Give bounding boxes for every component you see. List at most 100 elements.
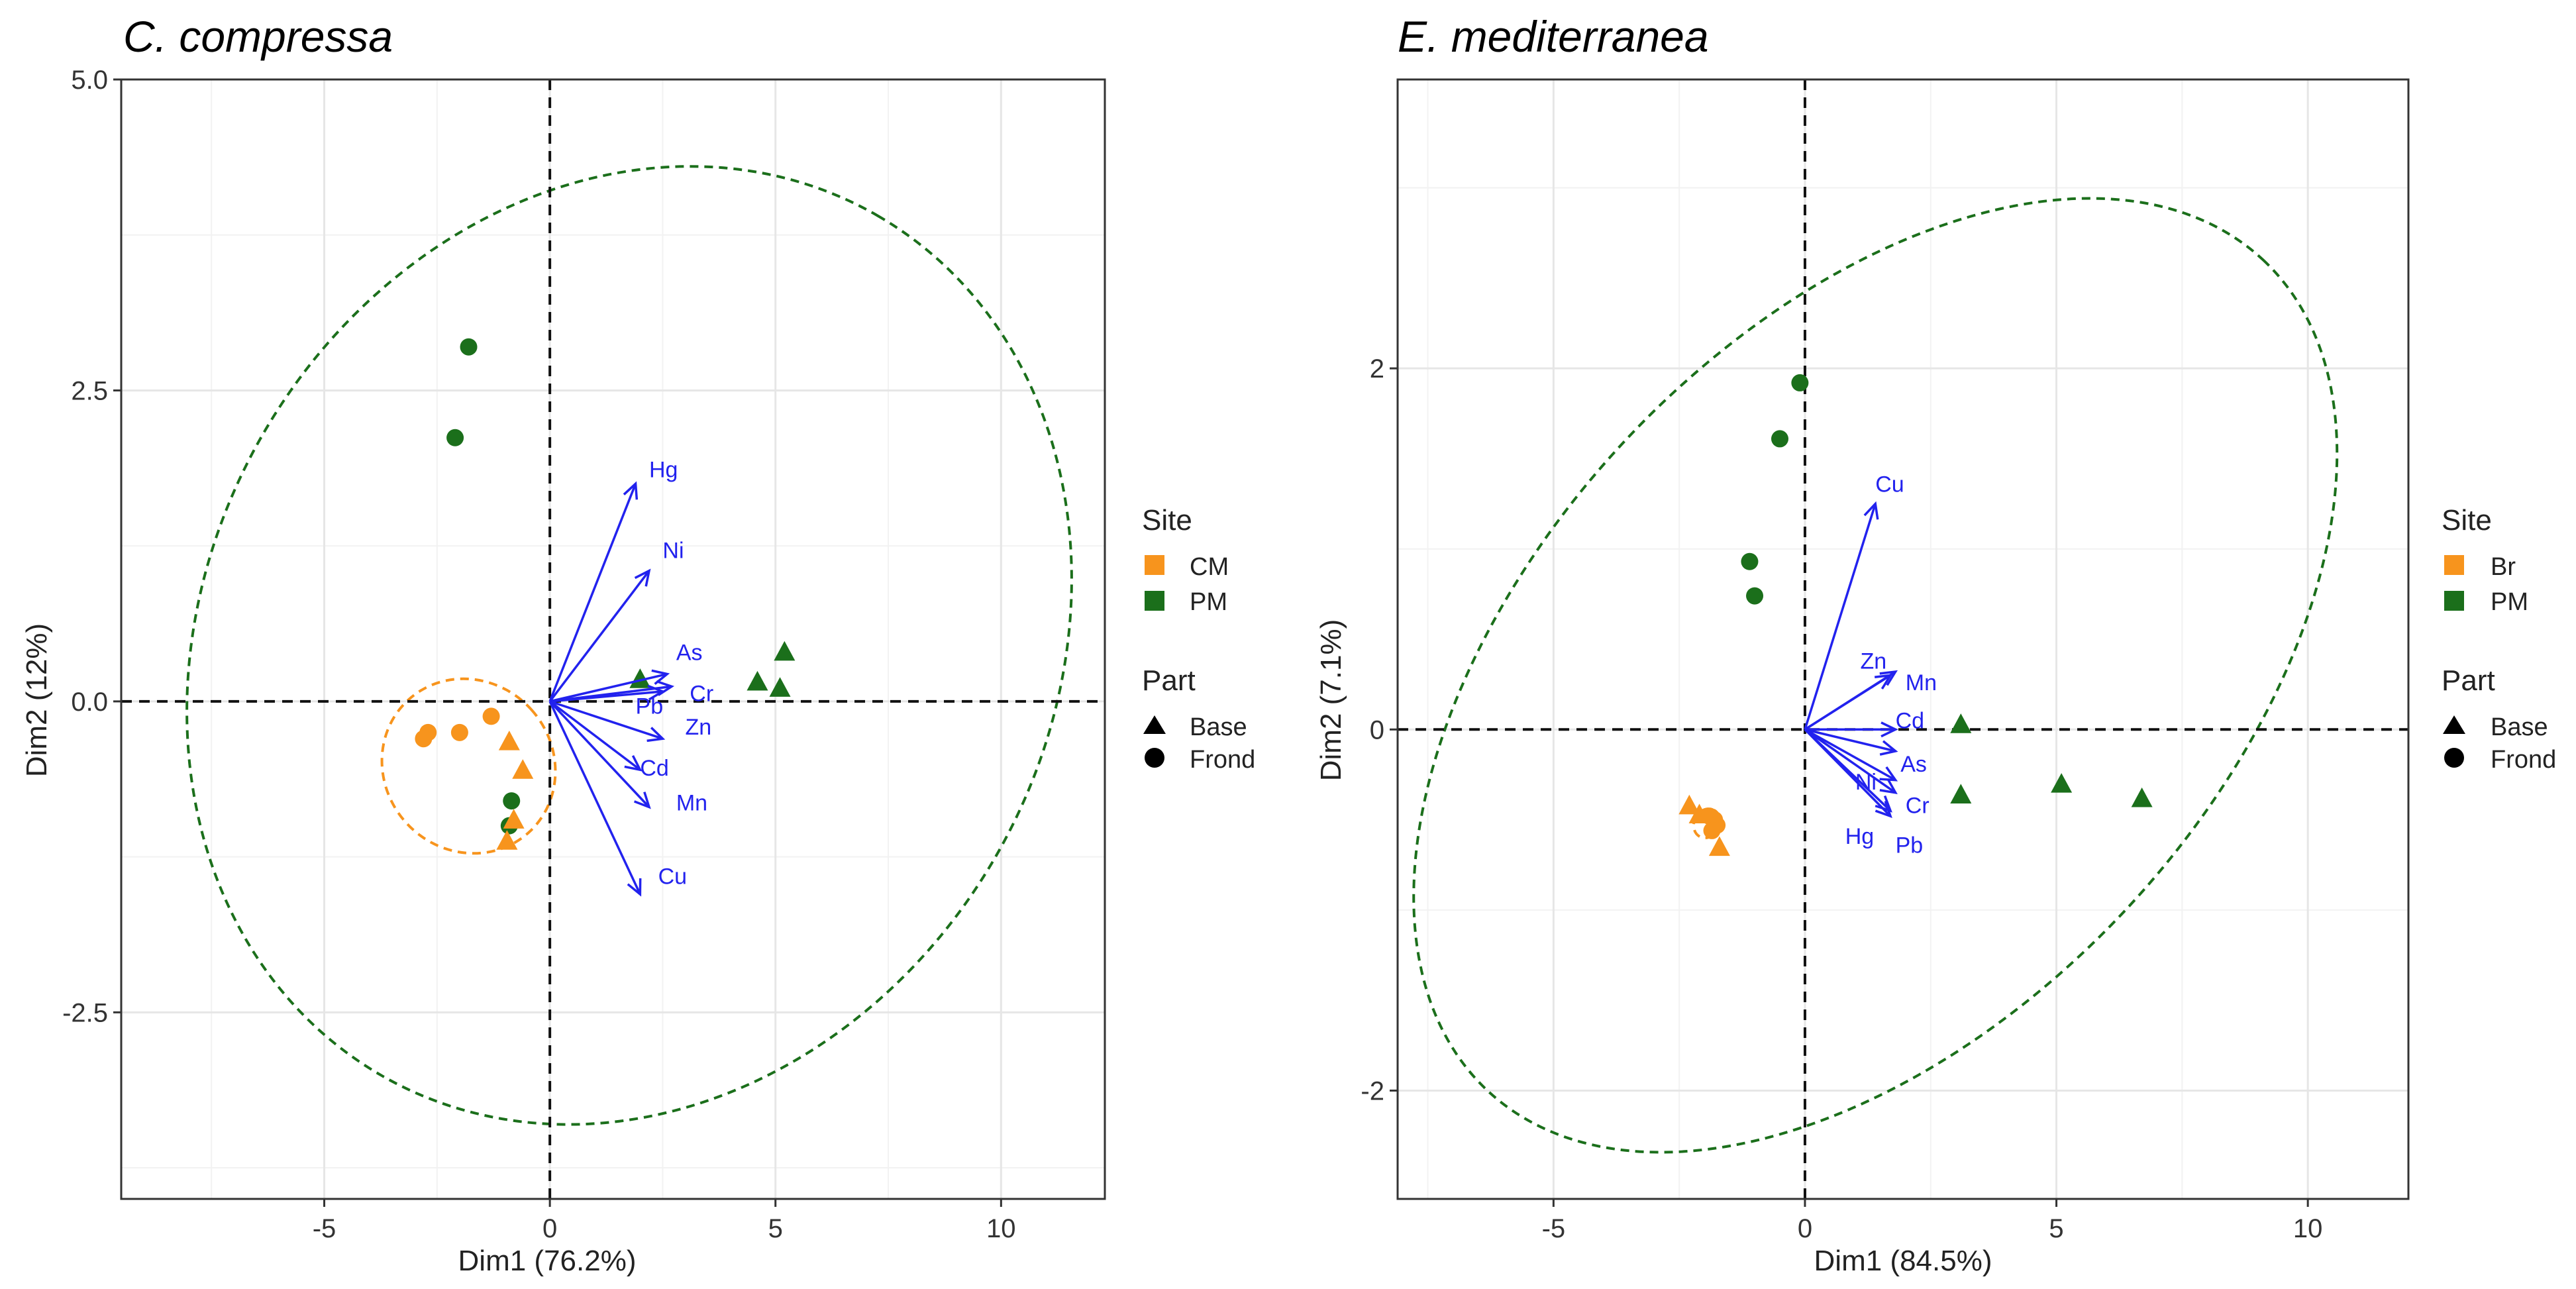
- loading-arrow: [1804, 670, 1896, 731]
- arrow-head: [1875, 800, 1892, 818]
- arrow-head: [1863, 501, 1879, 520]
- loading-arrow: [548, 570, 650, 702]
- data-point-base: [512, 759, 534, 779]
- arrow-label: As: [676, 641, 703, 666]
- arrow-label: Mn: [1906, 670, 1937, 696]
- loading-arrow: [549, 700, 641, 771]
- ellipse-pm: [185, 165, 1073, 1126]
- data-point-frond: [1741, 552, 1759, 570]
- data-point-base: [769, 677, 791, 697]
- x-tick-label: 10: [986, 1214, 1016, 1243]
- y-tick-label: -2: [1361, 1076, 1384, 1106]
- data-point-base: [2131, 787, 2153, 807]
- data-point-base: [774, 641, 796, 661]
- ellipse-pm: [1412, 197, 2339, 1154]
- arrow-label: Hg: [1845, 824, 1874, 849]
- arrow-label: Cu: [658, 864, 687, 890]
- arrow-head: [1879, 670, 1898, 686]
- loading-arrow: [1804, 728, 1896, 782]
- data-point-frond: [482, 707, 500, 725]
- arrow-label: Cr: [690, 681, 713, 706]
- arrow-head: [1879, 740, 1898, 756]
- data-point-frond: [446, 429, 464, 446]
- arrow-label: As: [1900, 752, 1927, 777]
- arrow-head: [634, 568, 651, 587]
- legend-circle-icon: [1145, 748, 1164, 768]
- legend-site-label: Br: [2491, 553, 2516, 581]
- legend-site-swatch: [2444, 555, 2464, 575]
- loading-arrow: [1804, 503, 1877, 730]
- arrow-label: Zn: [685, 715, 711, 740]
- legend-site-label: PM: [2491, 588, 2528, 616]
- arrow-label: Hg: [649, 457, 678, 482]
- legend-site-label: PM: [1190, 588, 1227, 616]
- data-point-base: [1678, 794, 1700, 815]
- y-axis-label: Dim2 (12%): [21, 623, 53, 777]
- loading-arrow: [549, 700, 663, 740]
- legend-triangle-icon: [2443, 715, 2465, 734]
- data-point-base: [498, 730, 520, 750]
- y-axis-label: Dim2 (7.1%): [1315, 619, 1347, 782]
- arrow-label: Mn: [676, 791, 707, 816]
- arrow-label: Zn: [1860, 648, 1886, 674]
- arrow-head: [647, 684, 666, 701]
- confidence-ellipses: [185, 165, 1073, 1126]
- panel-title: C. compressa: [123, 12, 393, 61]
- loading-arrow: [1804, 728, 1896, 794]
- arrow-label: Pb: [1896, 833, 1924, 858]
- data-point-base: [503, 809, 525, 829]
- arrow-head: [651, 669, 670, 686]
- legend-site-swatch: [1145, 591, 1164, 611]
- data-point-frond: [1746, 587, 1764, 605]
- data-point-frond: [1771, 430, 1788, 448]
- plot-frame: [120, 78, 1106, 1200]
- legend-triangle-icon: [1143, 715, 1166, 734]
- arrow-head: [633, 792, 651, 809]
- data-point-frond: [415, 730, 433, 748]
- arrow-label: Cr: [1906, 793, 1930, 818]
- arrow-label: Cu: [1875, 472, 1904, 497]
- arrow-label: Ni: [662, 539, 684, 564]
- data-point-base: [496, 830, 518, 850]
- y-tick-label: 2: [1370, 354, 1384, 384]
- legend-site-title: Site: [1142, 504, 1192, 537]
- data-point-frond: [1791, 374, 1809, 391]
- arrow-label: Pb: [636, 694, 664, 719]
- legend-part-label: Base: [2491, 713, 2548, 741]
- legend-part-label: Frond: [2491, 746, 2556, 774]
- x-axis-label: Dim1 (84.5%): [1814, 1245, 1992, 1277]
- legend-circle-icon: [2444, 748, 2464, 768]
- x-tick-label: 0: [542, 1214, 557, 1243]
- x-tick-label: 0: [1798, 1214, 1812, 1243]
- y-tick-label: -2.5: [62, 998, 108, 1027]
- loading-arrow: [548, 483, 637, 702]
- y-tick-label: 0: [1370, 715, 1384, 745]
- loading-arrow: [549, 672, 668, 703]
- data-point-frond: [503, 792, 521, 810]
- arrow-label: Cd: [1896, 708, 1924, 733]
- y-tick-label: 2.5: [71, 376, 108, 405]
- legend-part-label: Frond: [1190, 746, 1255, 774]
- legend-site-swatch: [2444, 591, 2464, 611]
- y-tick-label: 5.0: [71, 66, 108, 95]
- data-point-base: [629, 668, 651, 688]
- data-point-base: [747, 670, 768, 691]
- plot-background: [1398, 79, 2408, 1199]
- x-tick-label: 5: [768, 1214, 783, 1243]
- legend-site-swatch: [1145, 555, 1164, 575]
- loading-arrow: [1804, 728, 1896, 752]
- arrow-head: [1879, 766, 1898, 782]
- loading-arrow: [1804, 729, 1892, 817]
- legend-site-label: CM: [1190, 553, 1229, 581]
- y-tick-label: 0.0: [71, 688, 108, 717]
- arrow-head: [624, 754, 643, 772]
- x-tick-label: -5: [1542, 1214, 1566, 1243]
- plot-frame: [1396, 78, 2410, 1200]
- data-point-frond: [1703, 821, 1721, 839]
- plot-area: Hg Ni As Cr Pb Zn Cd Mn Cu -5 0 5 10 -2.5 0.0 2.5 5.0: [62, 66, 1106, 1243]
- plot-background: [121, 79, 1105, 1199]
- ellipse-cm: [380, 677, 557, 855]
